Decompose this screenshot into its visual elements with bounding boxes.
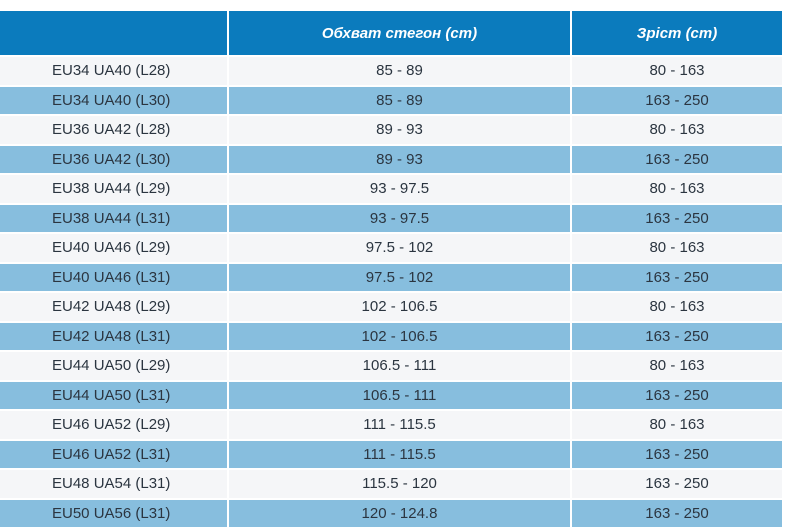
- cell-hip-girth: 102 - 106.5: [229, 293, 570, 321]
- table-row: EU42 UA48 (L31) 102 - 106.5 163 - 250: [0, 322, 782, 350]
- table-row: EU38 UA44 (L29) 93 - 97.5 80 - 163: [0, 175, 782, 203]
- cell-hip-girth: 93 - 97.5: [229, 204, 570, 232]
- cell-height: 80 - 163: [572, 116, 782, 144]
- cell-height: 80 - 163: [572, 234, 782, 262]
- table-row: EU34 UA40 (L30) 85 - 89 163 - 250: [0, 86, 782, 114]
- cell-size: EU38 UA44 (L29): [0, 175, 227, 203]
- cell-size: EU40 UA46 (L29): [0, 234, 227, 262]
- table-row: EU46 UA52 (L29) 111 - 115.5 80 - 163: [0, 411, 782, 439]
- table-row: EU44 UA50 (L31) 106.5 - 111 163 - 250: [0, 381, 782, 409]
- cell-size: EU44 UA50 (L31): [0, 381, 227, 409]
- cell-height: 163 - 250: [572, 86, 782, 114]
- cell-hip-girth: 111 - 115.5: [229, 440, 570, 468]
- cell-size: EU36 UA42 (L30): [0, 145, 227, 173]
- table-row: EU34 UA40 (L28) 85 - 89 80 - 163: [0, 57, 782, 85]
- cell-height: 163 - 250: [572, 381, 782, 409]
- cell-hip-girth: 89 - 93: [229, 116, 570, 144]
- cell-hip-girth: 120 - 124.8: [229, 499, 570, 527]
- cell-size: EU34 UA40 (L30): [0, 86, 227, 114]
- cell-height: 80 - 163: [572, 175, 782, 203]
- table-row: EU36 UA42 (L30) 89 - 93 163 - 250: [0, 145, 782, 173]
- table-row: EU40 UA46 (L29) 97.5 - 102 80 - 163: [0, 234, 782, 262]
- cell-height: 163 - 250: [572, 145, 782, 173]
- cell-height: 80 - 163: [572, 352, 782, 380]
- cell-height: 163 - 250: [572, 322, 782, 350]
- cell-height: 163 - 250: [572, 440, 782, 468]
- cell-height: 163 - 250: [572, 499, 782, 527]
- cell-hip-girth: 89 - 93: [229, 145, 570, 173]
- cell-hip-girth: 85 - 89: [229, 86, 570, 114]
- cell-height: 80 - 163: [572, 411, 782, 439]
- cell-hip-girth: 111 - 115.5: [229, 411, 570, 439]
- size-table: Обхват стегон (cm) Зріст (cm) EU34 UA40 …: [0, 9, 784, 529]
- table-row: EU40 UA46 (L31) 97.5 - 102 163 - 250: [0, 263, 782, 291]
- table-row: EU42 UA48 (L29) 102 - 106.5 80 - 163: [0, 293, 782, 321]
- header-height: Зріст (cm): [572, 11, 782, 55]
- header-row: Обхват стегон (cm) Зріст (cm): [0, 11, 782, 55]
- table-row: EU46 UA52 (L31) 111 - 115.5 163 - 250: [0, 440, 782, 468]
- cell-size: EU50 UA56 (L31): [0, 499, 227, 527]
- header-size: [0, 11, 227, 55]
- cell-hip-girth: 93 - 97.5: [229, 175, 570, 203]
- table-row: EU36 UA42 (L28) 89 - 93 80 - 163: [0, 116, 782, 144]
- cell-size: EU40 UA46 (L31): [0, 263, 227, 291]
- header-hip-girth: Обхват стегон (cm): [229, 11, 570, 55]
- cell-height: 163 - 250: [572, 204, 782, 232]
- cell-hip-girth: 106.5 - 111: [229, 352, 570, 380]
- cell-size: EU48 UA54 (L31): [0, 470, 227, 498]
- cell-height: 80 - 163: [572, 57, 782, 85]
- cell-height: 163 - 250: [572, 263, 782, 291]
- cell-hip-girth: 85 - 89: [229, 57, 570, 85]
- cell-size: EU46 UA52 (L29): [0, 411, 227, 439]
- cell-hip-girth: 106.5 - 111: [229, 381, 570, 409]
- cell-hip-girth: 102 - 106.5: [229, 322, 570, 350]
- cell-size: EU42 UA48 (L31): [0, 322, 227, 350]
- table-row: EU38 UA44 (L31) 93 - 97.5 163 - 250: [0, 204, 782, 232]
- cell-height: 163 - 250: [572, 470, 782, 498]
- cell-size: EU36 UA42 (L28): [0, 116, 227, 144]
- cell-height: 80 - 163: [572, 293, 782, 321]
- cell-size: EU42 UA48 (L29): [0, 293, 227, 321]
- cell-size: EU44 UA50 (L29): [0, 352, 227, 380]
- cell-size: EU34 UA40 (L28): [0, 57, 227, 85]
- table-row: EU50 UA56 (L31) 120 - 124.8 163 - 250: [0, 499, 782, 527]
- cell-size: EU46 UA52 (L31): [0, 440, 227, 468]
- cell-hip-girth: 97.5 - 102: [229, 263, 570, 291]
- cell-hip-girth: 115.5 - 120: [229, 470, 570, 498]
- cell-hip-girth: 97.5 - 102: [229, 234, 570, 262]
- table-row: EU44 UA50 (L29) 106.5 - 111 80 - 163: [0, 352, 782, 380]
- cell-size: EU38 UA44 (L31): [0, 204, 227, 232]
- table-row: EU48 UA54 (L31) 115.5 - 120 163 - 250: [0, 470, 782, 498]
